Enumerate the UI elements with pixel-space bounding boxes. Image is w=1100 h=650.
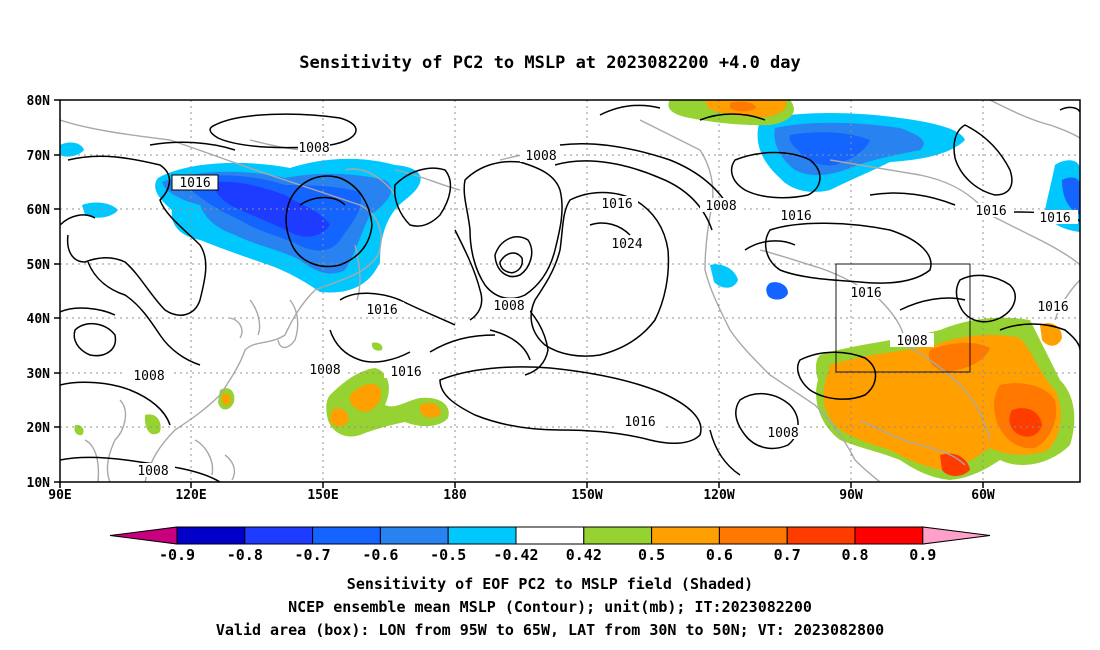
colorbar-tick-label: -0.9: [159, 546, 195, 564]
colorbar-tick-label: -0.42: [493, 546, 538, 564]
lon-label: 120E: [175, 488, 206, 503]
contour-label: 1008: [137, 464, 168, 479]
contour-label: 1016: [624, 415, 655, 430]
lat-label: 10N: [27, 476, 51, 491]
contour-label: 1008: [298, 141, 329, 156]
longitude-labels: 90E 120E 150E 180 150W 120W 90W 60W: [48, 488, 995, 503]
colorbar-tick-label: 0.42: [566, 546, 602, 564]
colorbar-tick-label: -0.8: [227, 546, 263, 564]
axis-ticks: [54, 99, 984, 488]
contour-label: 1008: [705, 199, 736, 214]
contour-label: 1024: [611, 237, 642, 252]
contour-label: 1016: [975, 204, 1006, 219]
graticule: [60, 100, 1080, 482]
contour-label: 1008: [525, 149, 556, 164]
lat-label: 80N: [27, 94, 51, 109]
colorbar-under-triangle: [109, 526, 178, 545]
valid-area-box: [835, 263, 971, 373]
colorbar-cell: [176, 526, 246, 545]
colorbar-tick-label: 0.5: [638, 546, 665, 564]
lon-label: 180: [443, 488, 467, 503]
contour-label: 1008: [493, 299, 524, 314]
colorbar-cell: [786, 526, 856, 545]
colorbar-tick-label: 0.6: [706, 546, 733, 564]
latitude-labels: 80N 70N 60N 50N 40N 30N 20N 10N: [27, 94, 51, 491]
colorbar-tick-label: -0.7: [295, 546, 331, 564]
mslp-contours: [60, 104, 1080, 482]
colorbar-cell: [379, 526, 449, 545]
contour-label: 1008: [309, 363, 340, 378]
colorbar-cell: [515, 526, 585, 545]
caption-line-3: Valid area (box): LON from 95W to 65W, L…: [216, 621, 884, 639]
lat-label: 40N: [27, 312, 51, 327]
colorbar-tick-label: -0.6: [362, 546, 398, 564]
lon-label: 150W: [571, 488, 602, 503]
lon-label: 120W: [703, 488, 734, 503]
lon-label: 90E: [48, 488, 71, 503]
lat-label: 30N: [27, 367, 51, 382]
lat-label: 60N: [27, 203, 51, 218]
colorbar-tick-label: 0.9: [909, 546, 936, 564]
contour-labels: 1008 1016 1008 1016 1024 1008 1008 1016 …: [126, 140, 1078, 479]
colorbar-cell: [854, 526, 924, 545]
caption-line-1: Sensitivity of EOF PC2 to MSLP field (Sh…: [347, 575, 753, 593]
lon-label: 150E: [307, 488, 338, 503]
colorbar: -0.9 -0.8 -0.7 -0.6 -0.5 -0.42 0.42 0.5 0.6 0.7 0.…: [109, 526, 991, 564]
map-panel: 1008 1016 1008 1016 1024 1008 1008 1016 …: [27, 94, 1081, 503]
colorbar-cell: [718, 526, 788, 545]
contour-label: 1016: [366, 303, 397, 318]
lat-label: 50N: [27, 258, 51, 273]
contour-label: 1016: [1039, 211, 1070, 226]
lon-label: 90W: [839, 488, 863, 503]
contour-label: 1008: [767, 426, 798, 441]
map-title: Sensitivity of PC2 to MSLP at 2023082200…: [299, 53, 801, 73]
colorbar-cell: [583, 526, 653, 545]
colorbar-tick-label: 0.7: [774, 546, 801, 564]
colorbar-cell: [312, 526, 381, 545]
colorbar-tick-label: 0.8: [841, 546, 868, 564]
contour-label: 1016: [1037, 300, 1068, 315]
lat-label: 70N: [27, 149, 51, 164]
contour-label: 1008: [133, 369, 164, 384]
contour-label: 1008: [896, 334, 927, 349]
contour-label: 1016: [850, 286, 881, 301]
lat-label: 20N: [27, 421, 51, 436]
colorbar-over-triangle: [922, 526, 991, 545]
map-frame: [59, 99, 1081, 483]
contour-label: 1016: [179, 176, 210, 191]
lon-label: 60W: [971, 488, 995, 503]
caption-line-2: NCEP ensemble mean MSLP (Contour); unit(…: [288, 598, 812, 616]
colorbar-cell: [447, 526, 517, 545]
colorbar-cell: [651, 526, 720, 545]
contour-label: 1016: [390, 365, 421, 380]
positive-sensitivity-shading: [74, 100, 1075, 480]
contour-label: 1016: [780, 209, 811, 224]
colorbar-cell: [244, 526, 314, 545]
colorbar-tick-label: -0.5: [430, 546, 466, 564]
contour-label: 1016: [601, 197, 632, 212]
